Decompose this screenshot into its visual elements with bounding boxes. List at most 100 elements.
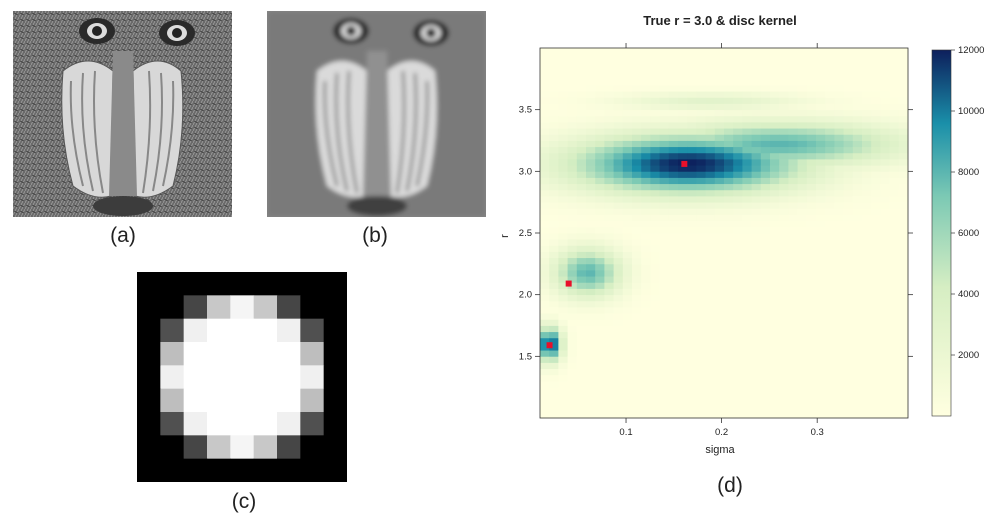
heatmap-cell	[714, 78, 725, 86]
heatmap-cell	[871, 350, 881, 357]
heatmap-cell	[880, 97, 890, 104]
heatmap-cell	[595, 411, 605, 419]
heatmap-cell	[576, 257, 587, 265]
heatmap-cell	[733, 196, 743, 203]
heatmap-cell	[797, 128, 808, 135]
heatmap-cell	[668, 313, 679, 320]
heatmap-cell	[806, 152, 817, 160]
heatmap-cell	[714, 226, 725, 234]
heatmap-cell	[604, 387, 614, 394]
heatmap-cell	[659, 313, 670, 320]
heatmap-cell	[880, 405, 890, 413]
heatmap-cell	[816, 91, 826, 98]
heatmap-cell	[889, 294, 900, 302]
heatmap-cell	[678, 109, 688, 117]
heatmap-cell	[843, 146, 854, 154]
heatmap-cell	[613, 60, 624, 67]
heatmap-cell	[816, 282, 826, 289]
heatmap-cell	[880, 387, 890, 394]
heatmap-cell	[540, 257, 550, 265]
heatmap-cell	[650, 368, 660, 376]
heatmap-cell	[659, 276, 670, 283]
heatmap-cell	[576, 159, 587, 166]
heatmap-cell	[696, 165, 706, 172]
heatmap-cell	[604, 202, 614, 209]
heatmap-cell	[770, 189, 780, 197]
heatmap-cell	[659, 300, 670, 308]
heatmap-cell	[834, 405, 844, 413]
heatmap-cell	[733, 226, 743, 234]
heatmap-cell	[733, 152, 743, 160]
heatmap-cell	[779, 115, 789, 123]
heatmap-cell	[696, 245, 706, 252]
heatmap-cell	[770, 356, 780, 363]
heatmap-cell	[889, 350, 900, 357]
heatmap-cell	[687, 109, 697, 117]
heatmap-cell	[898, 270, 909, 277]
heatmap-cell	[852, 183, 863, 191]
heatmap-cell	[540, 134, 550, 141]
heatmap-cell	[834, 350, 844, 357]
heatmap-cell	[889, 115, 900, 123]
heatmap-cell	[549, 66, 559, 74]
heatmap-cell	[797, 251, 808, 259]
heatmap-cell	[843, 103, 854, 111]
heatmap-cell	[788, 374, 798, 382]
heatmap-cell	[540, 171, 550, 178]
heatmap-cell	[889, 344, 900, 351]
heatmap-cell	[760, 257, 771, 265]
heatmap-cell	[834, 91, 844, 98]
heatmap-cell	[742, 381, 752, 388]
heatmap-cell	[595, 177, 605, 185]
heatmap-cell	[760, 374, 771, 382]
heatmap-cell	[714, 128, 725, 135]
heatmap-cell	[595, 183, 605, 191]
heatmap-cell	[889, 313, 900, 320]
heatmap-cell	[733, 66, 743, 74]
heatmap-cell	[549, 208, 559, 215]
heatmap-cell	[705, 196, 716, 203]
heatmap-cell	[825, 171, 835, 178]
heatmap-cell	[576, 350, 587, 357]
heatmap-cell	[742, 239, 752, 246]
heatmap-cell	[871, 257, 881, 265]
heatmap-cell	[650, 159, 660, 166]
heatmap-cell	[687, 350, 697, 357]
kernel-pixel	[253, 435, 278, 460]
heatmap-cell	[668, 208, 679, 215]
heatmap-cell	[852, 91, 863, 98]
heatmap-cell	[751, 171, 762, 178]
heatmap-cell	[770, 109, 780, 117]
heatmap-cell	[889, 251, 900, 259]
heatmap-cell	[696, 257, 706, 265]
heatmap-cell	[641, 183, 651, 191]
heatmap-cell	[604, 165, 614, 172]
heatmap-cell	[816, 319, 826, 326]
heatmap-cell	[641, 159, 651, 166]
heatmap-cell	[613, 294, 624, 302]
heatmap-cell	[558, 140, 568, 148]
heatmap-cell	[751, 362, 762, 370]
heatmap-cell	[779, 288, 789, 296]
heatmap-cell	[659, 294, 670, 302]
heatmap-cell	[549, 344, 559, 351]
heatmap-cell	[659, 362, 670, 370]
heatmap-cell	[613, 140, 624, 148]
heatmap-cell	[779, 202, 789, 209]
heatmap-cell	[576, 152, 587, 160]
heatmap-cell	[898, 72, 909, 80]
heatmap-cell	[770, 220, 780, 228]
heatmap-cell	[687, 60, 697, 67]
heatmap-cell	[889, 72, 900, 80]
heatmap-cell	[714, 189, 725, 197]
heatmap-cell	[659, 405, 670, 413]
heatmap-cell	[889, 239, 900, 246]
heatmap-cell	[862, 226, 872, 234]
heatmap-cell	[880, 300, 890, 308]
heatmap-cell	[806, 288, 817, 296]
heatmap-cell	[604, 393, 614, 400]
heatmap-cell	[825, 405, 835, 413]
heatmap-cell	[687, 282, 697, 289]
heatmap-cell	[687, 239, 697, 246]
heatmap-cell	[797, 245, 808, 252]
